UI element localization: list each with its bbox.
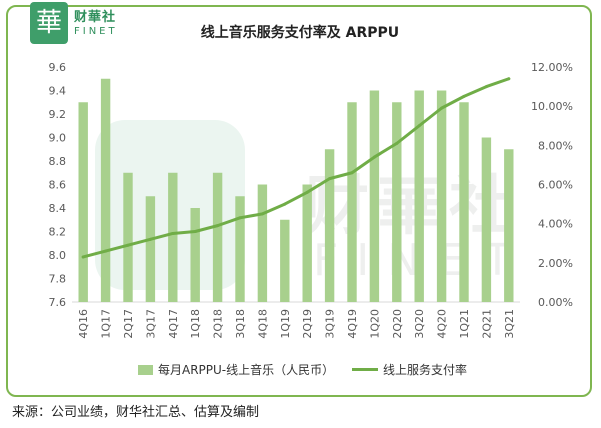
- chart-frame: [6, 5, 592, 397]
- y-left-tick-label: 9.6: [49, 61, 67, 74]
- x-tick-label: 4Q19: [346, 309, 359, 339]
- brand-logo: 華 财華社 FINET: [30, 2, 122, 46]
- bar: [78, 102, 88, 302]
- line-point: [350, 171, 354, 175]
- legend-label-line: 线上服务支付率: [383, 363, 468, 377]
- x-tick-label: 1Q21: [458, 309, 471, 339]
- source-note: 来源：公司业绩，财华社汇总、估算及编制: [12, 405, 260, 420]
- logo-seal: 華: [30, 2, 68, 44]
- logo-name-cn: 财華社: [74, 10, 117, 25]
- line-point: [417, 124, 421, 128]
- x-tick-label: 3Q19: [324, 309, 337, 339]
- bar: [481, 137, 492, 302]
- x-tick-label: 4Q20: [436, 309, 449, 339]
- y-right-tick-label: 4.00%: [538, 218, 573, 231]
- x-tick-label: 1Q19: [279, 309, 292, 339]
- line-point: [462, 94, 466, 98]
- x-tick-label: 4Q18: [256, 309, 269, 339]
- y-left-tick-label: 9.2: [49, 108, 67, 121]
- y-left-tick-label: 7.8: [49, 273, 67, 286]
- legend-swatch-bar: [138, 364, 153, 375]
- legend-swatch-line: [352, 368, 378, 371]
- bar: [145, 196, 156, 302]
- y-left-tick-label: 9.4: [49, 85, 67, 98]
- line-point: [238, 216, 242, 220]
- bar: [168, 172, 178, 302]
- chart-legend: 每月ARPPU-线上音乐（人民币） 线上服务支付率: [0, 361, 601, 377]
- bar: [280, 219, 290, 302]
- x-tick-label: 1Q17: [100, 309, 113, 339]
- x-tick-label: 2Q19: [301, 309, 314, 339]
- line-point: [484, 85, 488, 89]
- bar: [123, 172, 133, 302]
- bar: [347, 102, 357, 302]
- legend-item-bar: 每月ARPPU-线上音乐（人民币）: [138, 361, 334, 378]
- line-point: [283, 202, 287, 206]
- line-point: [126, 243, 130, 247]
- x-tick-label: 3Q20: [413, 309, 426, 339]
- line-point: [328, 177, 332, 181]
- x-tick-label: 3Q17: [144, 309, 157, 339]
- y-left-tick-label: 8.4: [49, 202, 67, 215]
- line-point: [216, 224, 220, 228]
- logo-name-en: FINET: [74, 26, 118, 37]
- x-tick-label: 2Q20: [391, 309, 404, 339]
- y-left-tick-label: 8.6: [49, 179, 67, 192]
- y-left-tick-label: 8.0: [49, 249, 67, 262]
- line-point: [193, 230, 197, 233]
- line-point: [104, 249, 108, 253]
- line-point: [260, 212, 264, 216]
- x-tick-label: 2Q21: [480, 309, 493, 339]
- chart-title: 线上音乐服务支付率及 ARPPU: [200, 25, 400, 41]
- y-left-tick-label: 7.6: [49, 296, 67, 309]
- line-point: [440, 106, 444, 110]
- line-point: [148, 237, 152, 241]
- y-right-tick-label: 12.00%: [531, 61, 573, 74]
- bar: [212, 172, 223, 302]
- line-point: [395, 141, 399, 145]
- y-right-tick-label: 6.00%: [538, 179, 573, 192]
- bar: [100, 78, 111, 302]
- bar: [324, 149, 335, 302]
- x-tick-label: 3Q18: [234, 309, 247, 339]
- bar: [235, 196, 245, 302]
- bar: [302, 184, 312, 302]
- legend-item-line: 线上服务支付率: [352, 361, 467, 378]
- bar: [392, 102, 402, 302]
- y-right-tick-label: 0.00%: [538, 296, 573, 309]
- x-tick-label: 1Q20: [368, 309, 381, 339]
- bar: [257, 184, 268, 302]
- bar: [459, 102, 469, 302]
- x-tick-label: 4Q16: [77, 309, 90, 339]
- x-tick-label: 2Q18: [212, 309, 225, 339]
- bar: [369, 90, 380, 302]
- bar: [504, 149, 514, 302]
- line-point: [81, 255, 85, 259]
- y-right-tick-label: 2.00%: [538, 257, 573, 270]
- line-point: [372, 155, 376, 159]
- legend-label-bar: 每月ARPPU-线上音乐（人民币）: [158, 363, 335, 377]
- line-point: [305, 190, 309, 194]
- bar: [436, 90, 447, 302]
- bar: [190, 208, 200, 302]
- x-tick-label: 2Q17: [122, 309, 135, 339]
- line-point: [507, 77, 511, 81]
- y-left-tick-label: 8.2: [49, 226, 67, 239]
- x-tick-label: 1Q18: [189, 309, 202, 339]
- line-point: [171, 231, 175, 235]
- y-right-tick-label: 10.00%: [531, 100, 573, 113]
- y-right-tick-label: 8.00%: [538, 139, 573, 152]
- x-tick-label: 3Q21: [503, 309, 516, 339]
- x-tick-label: 4Q17: [167, 309, 180, 339]
- bar: [414, 90, 424, 302]
- y-left-tick-label: 9.0: [49, 132, 67, 145]
- y-left-tick-label: 8.8: [49, 155, 67, 168]
- line-series: [81, 77, 511, 259]
